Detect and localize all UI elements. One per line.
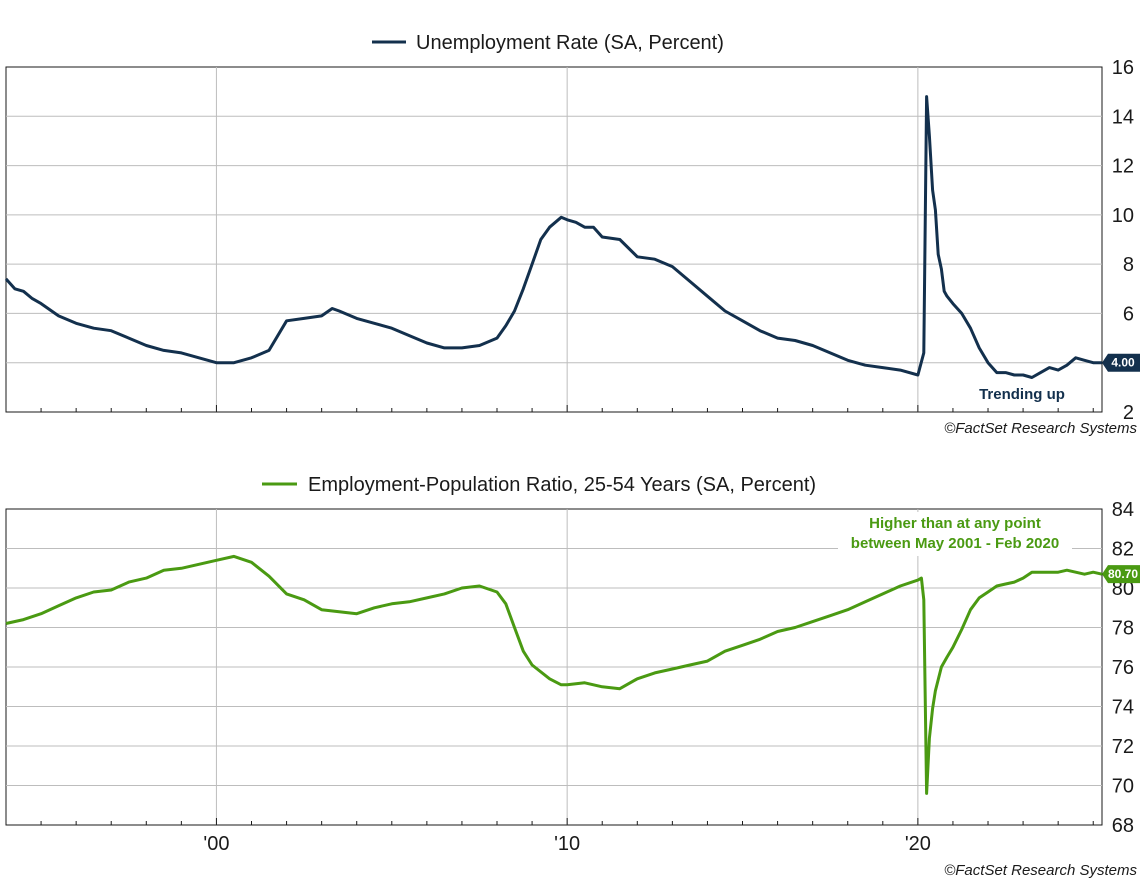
- epop-panel: Employment-Population Ratio, 25-54 Years…: [5, 474, 1140, 879]
- epop-last-value-badge: 80.70: [1102, 565, 1140, 584]
- epop-badge-shape: [1102, 565, 1140, 584]
- epop-y-tick-label: 78: [1112, 618, 1134, 640]
- unemployment-y-tick-label: 2: [1123, 402, 1134, 424]
- epop-annotation-bg: [838, 512, 1072, 556]
- epop-annotation-line-2: between May 2001 - Feb 2020: [851, 535, 1059, 552]
- unemployment-series-line: [4, 95, 1102, 379]
- epop-y-tick-label: 80: [1112, 578, 1134, 600]
- epop-y-ticks: 68 70 72 74 76 78 80 82 84: [1112, 499, 1134, 837]
- unemployment-panel: Unemployment Rate (SA, Percent) 24681012…: [4, 32, 1140, 437]
- unemployment-title: Unemployment Rate (SA, Percent): [416, 32, 724, 54]
- unemployment-y-tick-label: 14: [1112, 106, 1134, 128]
- unemployment-badge-shape: [1102, 353, 1140, 372]
- epop-series-line: [5, 554, 1103, 795]
- epop-y-tick-label: 76: [1112, 657, 1134, 679]
- epop-source: ©FactSet Research Systems: [944, 862, 1137, 879]
- x-axis-tick-labels: '00 '10 '20: [203, 833, 931, 855]
- epop-title: Employment-Population Ratio, 25-54 Years…: [308, 474, 816, 496]
- epop-y-tick-label: 68: [1112, 815, 1134, 837]
- trending-up-annotation: Trending up: [979, 386, 1065, 403]
- x-tick-label: '00: [203, 833, 229, 855]
- unemployment-y-tick-label: 12: [1112, 156, 1134, 178]
- unemployment-y-tick-label: 6: [1123, 303, 1134, 325]
- epop-y-tick-label: 74: [1112, 697, 1134, 719]
- unemployment-badge-value: 4.00: [1111, 356, 1135, 370]
- unemployment-last-value-badge: 4.00: [1102, 353, 1140, 372]
- unemployment-source: ©FactSet Research Systems: [944, 420, 1137, 437]
- unemployment-plot-frame: [5, 66, 1103, 413]
- epop-annotation: Higher than at any point between May 200…: [838, 512, 1072, 556]
- epop-y-tick-label: 82: [1112, 539, 1134, 561]
- epop-y-tick-label: 84: [1112, 499, 1134, 521]
- epop-y-tick-label: 72: [1112, 736, 1134, 758]
- epop-grid: [5, 509, 1102, 825]
- unemployment-y-tick-label: 10: [1112, 205, 1134, 227]
- unemployment-y-tick-label: 8: [1123, 254, 1134, 276]
- unemployment-grid: [5, 67, 1102, 412]
- epop-badge-value: 80.70: [1108, 567, 1138, 581]
- epop-annotation-line-1: Higher than at any point: [869, 515, 1041, 532]
- x-tick-label: '10: [554, 833, 580, 855]
- epop-y-tick-label: 70: [1112, 776, 1134, 798]
- unemployment-y-tick-label: 16: [1112, 57, 1134, 79]
- unemployment-y-ticks: 246810121416: [1112, 57, 1134, 424]
- x-tick-label: '20: [905, 833, 931, 855]
